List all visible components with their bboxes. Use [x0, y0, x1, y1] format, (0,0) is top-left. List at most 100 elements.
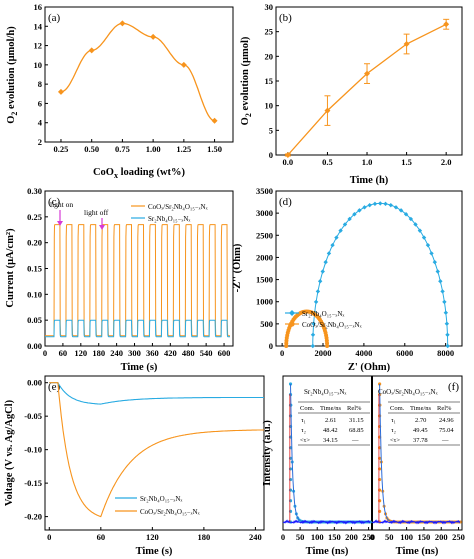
inset-left-r0c2: 31.15: [349, 417, 364, 424]
x-tick-label: 1.50: [207, 144, 222, 154]
panel-c-legend: CoOₓ/Sr₂Nb₄O₁₅₋ₓNₓ Sr₂Nb₄O₁₅₋ₓNₓ: [131, 203, 209, 223]
panel-b-chart: (b) 0.0 0.5 1.0 1.5 2.0 0 5 10 15 20 25 30 Time (h)…: [240, 2, 463, 186]
x-tick-label: 300: [128, 348, 141, 358]
inset-left-r2c1: 34.15: [323, 437, 338, 444]
inset-right-r1c2: 75.04: [439, 427, 454, 434]
x-tick-label: 0: [43, 348, 47, 358]
data-point-d-sno: [330, 242, 335, 248]
legend-text-sno-e: Sr₂Nb₄O₁₅₋ₓNₓ: [140, 495, 183, 503]
x-tick-label: 100: [400, 532, 413, 542]
x-tick-label: 0.50: [84, 144, 99, 154]
data-point-d-sno: [378, 201, 383, 206]
data-point-d-sno: [326, 251, 332, 256]
inset-right-r2c1: 37.78: [413, 437, 428, 444]
data-point-d-sno: [334, 235, 339, 240]
y-tick-label: 6: [38, 98, 42, 108]
y-tick-label: 1000: [256, 297, 273, 307]
inset-left-h2: Rel%: [347, 405, 362, 412]
data-point-d-sno: [352, 212, 357, 217]
data-point-a: [180, 61, 187, 68]
data-point-b: [324, 107, 331, 114]
x-tick-label: 50: [385, 532, 394, 542]
x-tick-label: 0: [281, 532, 285, 542]
inset-right-r1c1: 49.45: [413, 427, 428, 434]
x-tick-label: 420: [164, 348, 177, 358]
panel-c-chart: (c) 0 60 120 180 240 300 360 420 480 540 600 0.00 0.…: [5, 186, 234, 373]
panel-b-xlabel: Time (h): [350, 175, 389, 186]
panel-c-ylabel: Current (μA/cm²): [5, 228, 16, 308]
panel-f-right-frame: [371, 375, 463, 531]
inset-right-h0: Com.: [390, 405, 405, 412]
data-point-b: [284, 152, 291, 158]
panel-e-frame: [44, 375, 265, 531]
panel-f-ylabel: Intensity (a.u.): [262, 420, 273, 486]
data-point-f-rise: [288, 499, 293, 503]
x-tick-label: 120: [146, 532, 159, 542]
y-tick-label: 2000: [256, 252, 273, 262]
panel-b-label: (b): [279, 12, 292, 24]
data-point-f-rise: [288, 488, 293, 492]
y-tick-label: 25: [265, 27, 274, 37]
data-point-d-sno: [403, 212, 409, 217]
data-point-d-sno: [362, 205, 367, 210]
data-point-d-sno: [398, 208, 404, 213]
data-point-d-sno: [320, 269, 325, 274]
x-tick-label: 150: [418, 532, 431, 542]
x-tick-label: 250: [362, 532, 375, 542]
x-tick-label: 2000: [315, 348, 332, 358]
series-line-a: [60, 22, 215, 122]
y-tick-label: 0: [269, 341, 273, 351]
data-point-d-sno: [425, 242, 431, 248]
inset-left-r1c1: 48.42: [323, 427, 338, 434]
series-line-b: [287, 23, 447, 156]
data-point-d-sno: [388, 202, 393, 208]
data-point-d-sno: [347, 216, 352, 222]
y-tick-label: 3000: [256, 208, 273, 218]
y-tick-label: -0.10: [24, 445, 42, 455]
inset-left-r2c2: —: [351, 437, 359, 444]
baseline-f: [282, 519, 371, 525]
data-point-d-sno: [417, 228, 423, 233]
data-point-d-sno: [429, 251, 434, 256]
y-tick-label: 14: [34, 21, 43, 31]
data-point-f-rise: [378, 414, 382, 418]
inset-right-r2c2: —: [441, 437, 449, 444]
x-tick-label: 540: [200, 348, 213, 358]
panel-b-frame: [275, 6, 463, 156]
arrow-light-off-head: [99, 225, 105, 230]
panel-e-xlabel: Time (s): [136, 546, 173, 557]
x-tick-label: 0: [280, 348, 284, 358]
data-point-d-sno: [393, 205, 399, 210]
x-tick-label: 240: [110, 348, 123, 358]
inset-right-r1c0: τ₂: [391, 427, 396, 434]
data-point-d-sno: [445, 343, 450, 349]
legend-marker-sno-d: [289, 310, 295, 316]
data-point-a: [211, 117, 218, 124]
data-point-f-rise: [378, 467, 382, 471]
y-tick-label: 10: [265, 101, 274, 111]
y-tick-label: 0.00: [27, 378, 42, 388]
data-point-d-sno: [310, 343, 315, 349]
data-point-d-sno: [421, 235, 427, 240]
panel-d-xlabel: Z' (Ohm): [348, 362, 391, 373]
data-point-a: [88, 47, 95, 54]
data-point-b: [364, 70, 371, 77]
panel-e-legend: Sr₂Nb₄O₁₅₋ₓNₓ CoOₓ/Sr₂Nb₄O₁₅₋ₓNₓ: [115, 495, 201, 516]
data-point-d-sno: [440, 289, 445, 294]
x-tick-label: 0.25: [54, 144, 69, 154]
panel-d-chart: (d) 0 2000 4000 6000 8000 0 500 1000 1500 2000 250…: [232, 186, 463, 373]
data-point-f-rise: [288, 477, 293, 482]
legend-text-coox-e: CoOₓ/Sr₂Nb₄O₁₅₋ₓNₓ: [140, 508, 201, 516]
inset-right-r0c0: τ₁: [391, 417, 396, 424]
x-tick-label: 200: [345, 532, 358, 542]
data-point-d-sno: [443, 310, 449, 315]
data-point-f-rise: [288, 509, 293, 513]
inset-title-left: Sr₂Nb₄O₁₅₋ₓNₓ: [304, 388, 347, 396]
x-tick-label: 150: [328, 532, 341, 542]
data-point-d-sno: [372, 201, 378, 207]
data-point-f-rise: [378, 499, 382, 503]
legend-text-sno: Sr₂Nb₄O₁₅₋ₓNₓ: [148, 215, 191, 223]
y-tick-label: 0.20: [27, 238, 42, 248]
data-point-d-sno: [310, 332, 316, 338]
inset-left-h0: Com.: [300, 405, 315, 412]
